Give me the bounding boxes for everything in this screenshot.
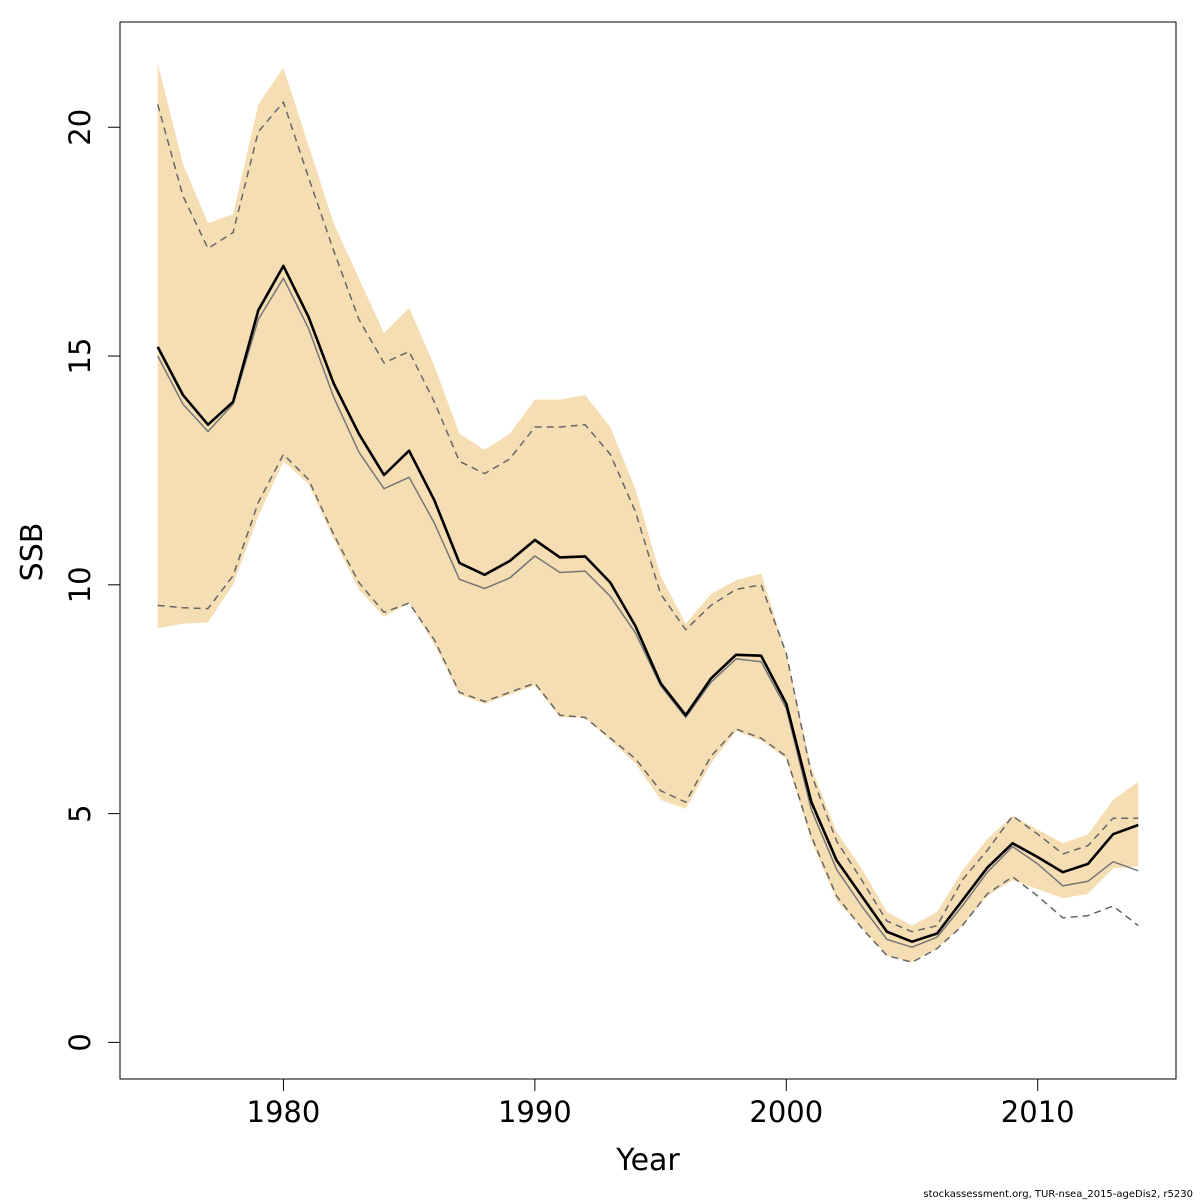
ssb-upper-dashed-line (156, 101, 1139, 933)
y-axis-title: SSB (15, 523, 50, 582)
ssb-alternative-line (157, 277, 1139, 948)
y-tick-label: 0 (63, 1033, 97, 1051)
ssb-estimate-line (156, 264, 1139, 944)
y-tick-label: 20 (63, 109, 97, 146)
x-tick-label: 1990 (498, 1095, 572, 1129)
y-axis: 0 5 10 15 20 (63, 109, 121, 1052)
x-axis: 1980 1990 2000 2010 (247, 1078, 1075, 1129)
y-tick-label: 15 (63, 338, 97, 375)
x-tick-label: 2010 (1001, 1095, 1075, 1129)
confidence-band-layer (157, 63, 1139, 963)
confidence-band (157, 63, 1139, 963)
y-tick-label: 10 (63, 566, 97, 603)
x-tick-label: 2000 (749, 1095, 823, 1129)
x-axis-title: Year (615, 1143, 680, 1178)
y-tick-label: 5 (63, 804, 97, 822)
series-layer (156, 101, 1139, 964)
ssb-lower-dashed-line (157, 453, 1139, 964)
x-tick-label: 1980 (247, 1095, 321, 1129)
footnote: stockassessment.org, TUR-nsea_2015-ageDi… (923, 1189, 1193, 1200)
